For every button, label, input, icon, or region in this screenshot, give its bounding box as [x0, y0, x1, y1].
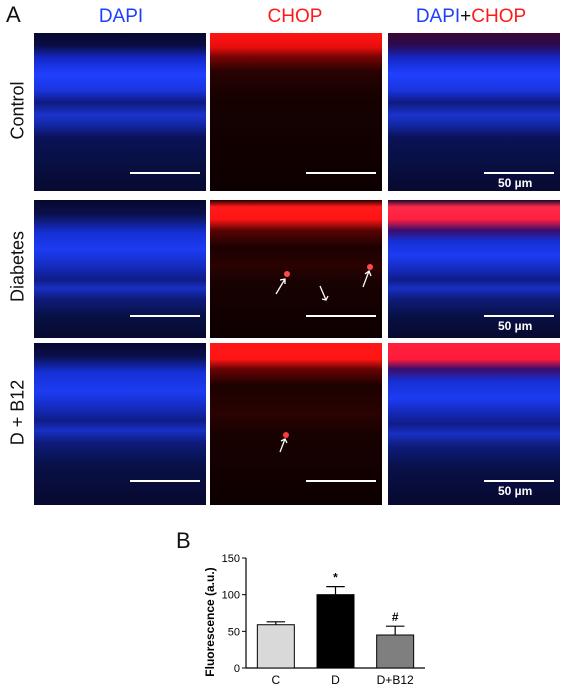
chop-positive-cell [367, 264, 373, 270]
micrograph-diabetes-merge: 50 µm [388, 200, 560, 338]
chop-positive-cell [284, 271, 290, 277]
arrow-icon [319, 285, 329, 301]
arrow-icon [279, 438, 288, 453]
significance-marker: # [392, 610, 399, 624]
row-label-control: Control [7, 81, 28, 140]
bar-c [256, 624, 295, 669]
arrow-overlay [275, 264, 373, 301]
micrograph-control-merge: 50 µm [388, 33, 560, 191]
row-label-diabetes: Diabetes [7, 230, 28, 303]
scale-bar [130, 315, 200, 317]
scale-bar [306, 480, 376, 482]
micrograph-diabetes-chop [210, 200, 382, 338]
micrograph-db12-chop [210, 343, 382, 505]
scale-bar [306, 172, 376, 174]
y-axis-label: Fluorescence (a.u.) [203, 567, 217, 676]
bar-d-b12 [376, 634, 415, 669]
chop-positive-cell [283, 432, 289, 438]
arrow-icon [362, 269, 372, 288]
scale-bar [130, 172, 200, 174]
significance-marker: * [333, 571, 338, 585]
x-tick-label: C [271, 673, 280, 687]
arrow-overlay [279, 432, 289, 453]
y-tick-label: 100 [222, 590, 240, 602]
scale-bar-label: 50 µm [498, 319, 533, 333]
x-tick-label: D [331, 673, 340, 687]
panel-a-letter: A [6, 2, 21, 27]
scale-bar [484, 480, 554, 482]
bar-d [316, 594, 355, 669]
scale-bar [306, 315, 376, 317]
y-tick-label: 0 [234, 663, 240, 675]
merge-chop-label: CHOP [471, 6, 527, 27]
merge-plus: + [460, 6, 472, 27]
scale-bar [484, 172, 554, 174]
scale-bar [130, 480, 200, 482]
arrow-icon [275, 278, 286, 295]
micrograph-control-dapi [34, 33, 206, 191]
scale-bar-label: 50 µm [498, 484, 533, 498]
y-tick-label: 50 [228, 626, 240, 638]
micrograph-db12-dapi [34, 343, 206, 505]
column-header-dapi: DAPI [98, 6, 144, 27]
column-header-merge: DAPI+CHOP [386, 6, 556, 28]
x-tick-label: D+B12 [377, 673, 414, 687]
micrograph-db12-merge: 50 µm [388, 343, 560, 505]
micrograph-diabetes-dapi [34, 200, 206, 338]
panel-b-letter: B [176, 528, 191, 553]
row-label-d-b12: D + B12 [7, 379, 28, 446]
merge-dapi-label: DAPI [415, 6, 461, 27]
y-tick-label: 150 [222, 553, 240, 565]
scale-bar [484, 315, 554, 317]
scale-bar-label: 50 µm [498, 176, 533, 190]
fluorescence-bar-chart: Fluorescence (a.u.) 0 50 100 150 C * D # D+B12 [203, 553, 425, 687]
column-header-chop: CHOP [267, 6, 323, 27]
micrograph-control-chop [210, 33, 382, 191]
